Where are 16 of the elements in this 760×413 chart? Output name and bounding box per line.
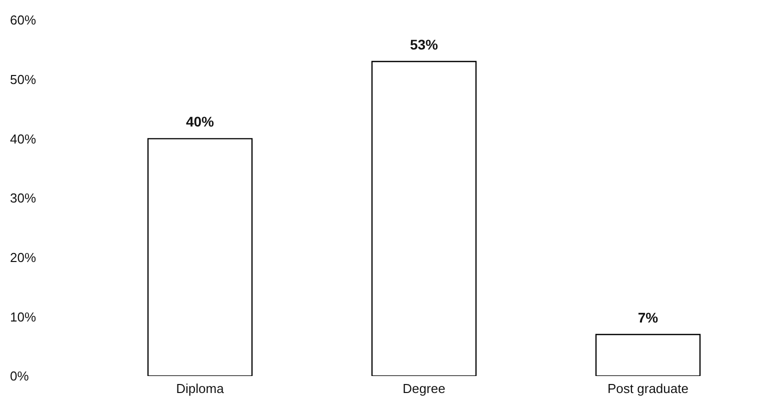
y-tick-label: 0% [10, 368, 30, 384]
data-label: 40% [186, 114, 215, 130]
bar [147, 138, 253, 376]
y-tick-label: 40% [10, 131, 36, 146]
x-tick-label: Diploma [176, 381, 225, 396]
x-tick-label: Post graduate [608, 381, 688, 396]
bar [595, 334, 701, 376]
data-label: 7% [638, 309, 659, 326]
y-tick-label: 60% [10, 12, 36, 28]
y-tick-label: 30% [10, 190, 36, 206]
y-tick-label: 20% [10, 250, 36, 265]
y-tick-label: 50% [10, 72, 36, 87]
data-label: 53% [410, 36, 439, 53]
y-tick-label: 10% [10, 309, 36, 324]
x-tick-label: Degree [402, 381, 446, 396]
bar [371, 60, 477, 376]
